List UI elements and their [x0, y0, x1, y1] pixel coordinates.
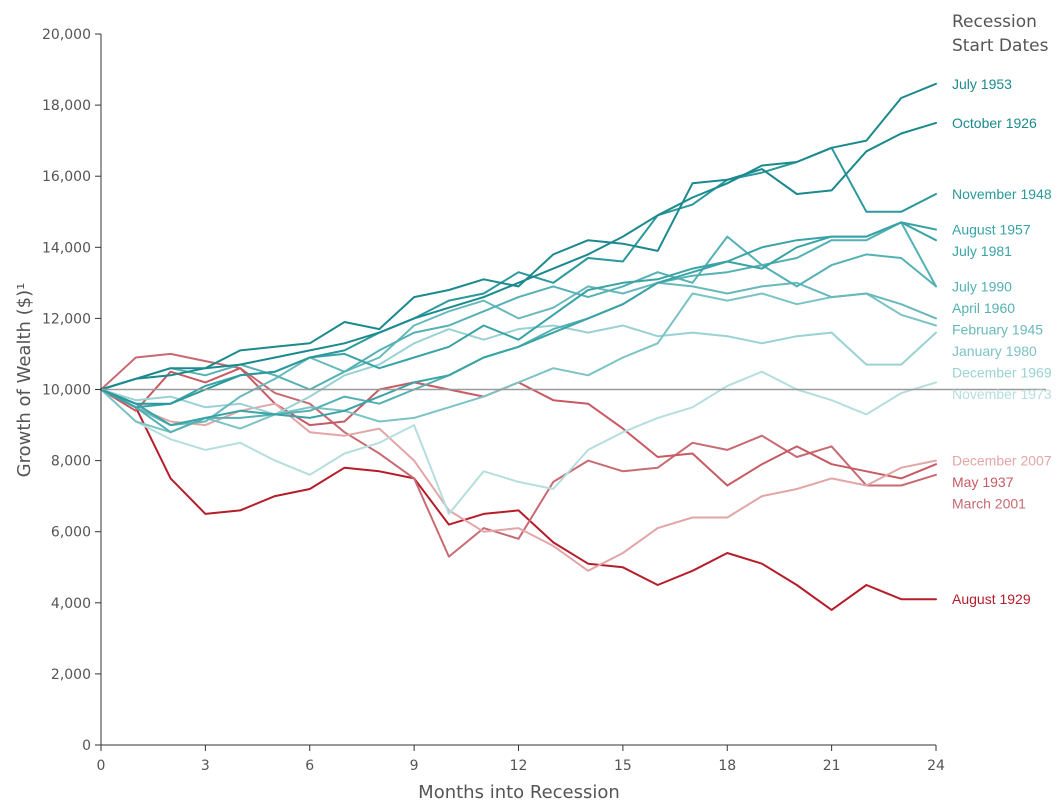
x-tick-label: 21 [823, 758, 841, 774]
series-label-december-1969: December 1969 [952, 364, 1052, 380]
series-line-july-1953 [100, 82, 937, 391]
x-tick-label: 9 [410, 758, 419, 774]
series-line-august-1929 [100, 388, 937, 611]
series-label-july-1981: July 1981 [952, 243, 1012, 259]
series-line-october-1926 [100, 121, 937, 391]
series-line-july-1981 [100, 221, 937, 427]
y-tick-label: 6,000 [51, 525, 91, 541]
y-tick-label: 14,000 [42, 240, 91, 256]
series-label-october-1926: October 1926 [952, 115, 1037, 131]
series-labels: July 1953 October 1926 November 1948 August… [952, 76, 1052, 607]
y-tick-label: 12,000 [42, 311, 91, 327]
series-label-january-1980: January 1980 [952, 343, 1037, 359]
y-tick-label: 10,000 [42, 383, 91, 399]
series-line-january-1980 [100, 292, 937, 434]
series-label-april-1960: April 1960 [952, 300, 1015, 316]
plot-area [100, 82, 937, 611]
series-line-november-1973 [100, 370, 937, 515]
x-tick-label: 15 [614, 758, 632, 774]
series-line-december-2007 [100, 388, 937, 572]
series-line-march-2001 [100, 352, 937, 558]
series-label-february-1945: February 1945 [952, 321, 1043, 337]
y-tick-label: 8,000 [51, 454, 91, 470]
series-label-november-1973: November 1973 [952, 386, 1052, 402]
x-tick-label: 24 [927, 758, 945, 774]
legend-title-line-2: Start Dates [952, 36, 1049, 56]
series-label-july-1990: July 1990 [952, 278, 1012, 294]
y-tick-label: 2,000 [51, 667, 91, 683]
x-tick-label: 12 [510, 758, 528, 774]
y-tick-label: 4,000 [51, 596, 91, 612]
series-label-july-1953: July 1953 [952, 76, 1012, 92]
series-label-december-2007: December 2007 [952, 453, 1052, 469]
legend-title-line-1: Recession [952, 12, 1037, 32]
series-label-august-1929: August 1929 [952, 591, 1031, 607]
x-tick-label: 18 [718, 758, 736, 774]
y-tick-label: 20,000 [42, 27, 91, 43]
x-tick-label: 6 [305, 758, 314, 774]
y-tick-label: 16,000 [42, 169, 91, 185]
x-tick-label: 3 [201, 758, 210, 774]
y-tick-label: 18,000 [42, 98, 91, 114]
series-label-may-1937: May 1937 [952, 474, 1014, 490]
x-axis-title: Months into Recession [418, 782, 620, 802]
series-label-august-1957: August 1957 [952, 222, 1031, 238]
y-tick-label: 0 [82, 738, 91, 754]
axes: 0 2,000 4,000 6,000 8,000 10,000 12,000 14,000 1… [42, 27, 1046, 774]
series-line-december-1969 [100, 324, 937, 416]
series-label-november-1948: November 1948 [952, 186, 1052, 202]
y-axis-title: Growth of Wealth ($)¹ [14, 283, 35, 478]
series-line-february-1945 [100, 281, 937, 427]
series-line-may-1937 [100, 367, 937, 487]
series-label-march-2001: March 2001 [952, 496, 1026, 512]
x-tick-label: 0 [97, 758, 106, 774]
